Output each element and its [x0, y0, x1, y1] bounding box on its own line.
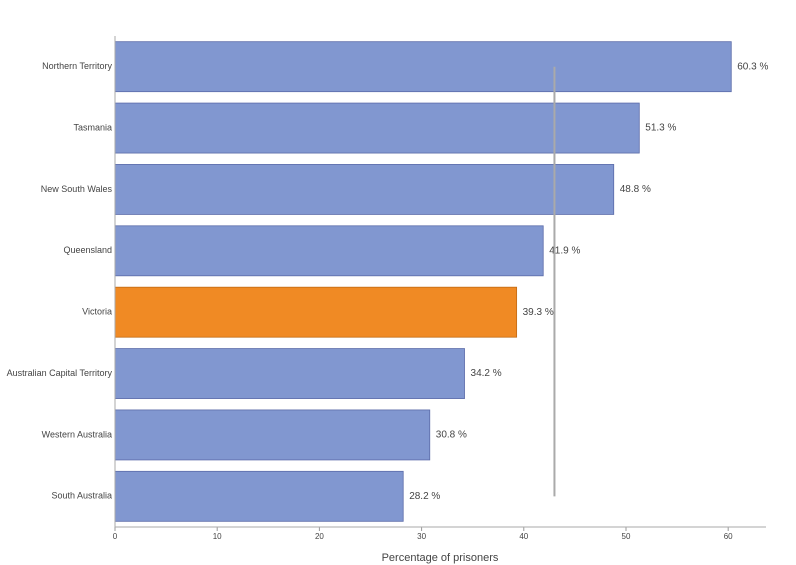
value-label: 48.8 % — [620, 184, 651, 195]
y-tick-label: Western Australia — [42, 429, 112, 439]
value-label: 30.8 % — [436, 430, 467, 441]
x-tick-label: 20 — [315, 532, 324, 541]
y-tick-label: New South Wales — [41, 184, 113, 194]
value-label: 41.9 % — [549, 245, 580, 256]
bar — [114, 164, 615, 215]
x-tick-label: 40 — [519, 532, 528, 541]
y-tick-label: Queensland — [63, 245, 112, 255]
bar — [114, 102, 640, 154]
bar — [114, 225, 544, 277]
y-tick-label: Victoria — [82, 307, 112, 317]
value-label: 39.3 % — [523, 307, 554, 318]
value-label: 60.3 % — [737, 61, 768, 72]
x-tick-label: 10 — [213, 532, 222, 541]
y-tick-label: Tasmania — [73, 122, 112, 132]
y-tick-label: Australian Capital Territory — [7, 368, 113, 378]
y-tick-label: South Australia — [51, 491, 112, 501]
x-tick-label: 30 — [417, 532, 426, 541]
bar — [114, 409, 431, 461]
bar — [114, 470, 404, 522]
x-tick-label: 50 — [622, 532, 631, 541]
bar — [114, 286, 518, 338]
bar — [114, 41, 732, 93]
x-tick-label: 0 — [113, 532, 118, 541]
bar — [114, 348, 465, 399]
x-axis-label: Percentage of prisoners — [382, 552, 499, 564]
x-tick-label: 60 — [724, 532, 733, 541]
value-label: 28.2 % — [409, 491, 440, 502]
value-label: 51.3 % — [645, 123, 676, 134]
y-tick-label: Northern Territory — [42, 61, 112, 71]
value-label: 34.2 % — [471, 368, 502, 379]
